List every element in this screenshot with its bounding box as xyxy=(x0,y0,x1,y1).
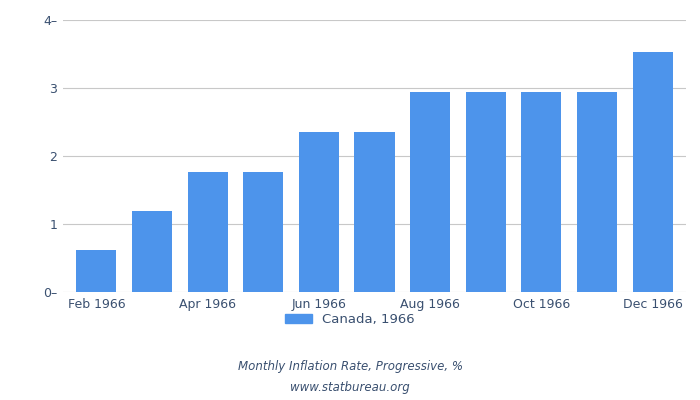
Bar xyxy=(299,132,339,292)
Bar xyxy=(354,132,395,292)
Bar xyxy=(243,172,284,292)
Bar xyxy=(188,172,228,292)
Bar xyxy=(633,52,673,292)
Bar xyxy=(76,250,116,292)
Legend: Canada, 1966: Canada, 1966 xyxy=(280,308,420,332)
Text: www.statbureau.org: www.statbureau.org xyxy=(290,381,410,394)
Bar xyxy=(577,92,617,292)
Text: Monthly Inflation Rate, Progressive, %: Monthly Inflation Rate, Progressive, % xyxy=(237,360,463,373)
Bar xyxy=(466,92,506,292)
Bar xyxy=(522,92,561,292)
Bar xyxy=(410,92,450,292)
Bar xyxy=(132,211,172,292)
